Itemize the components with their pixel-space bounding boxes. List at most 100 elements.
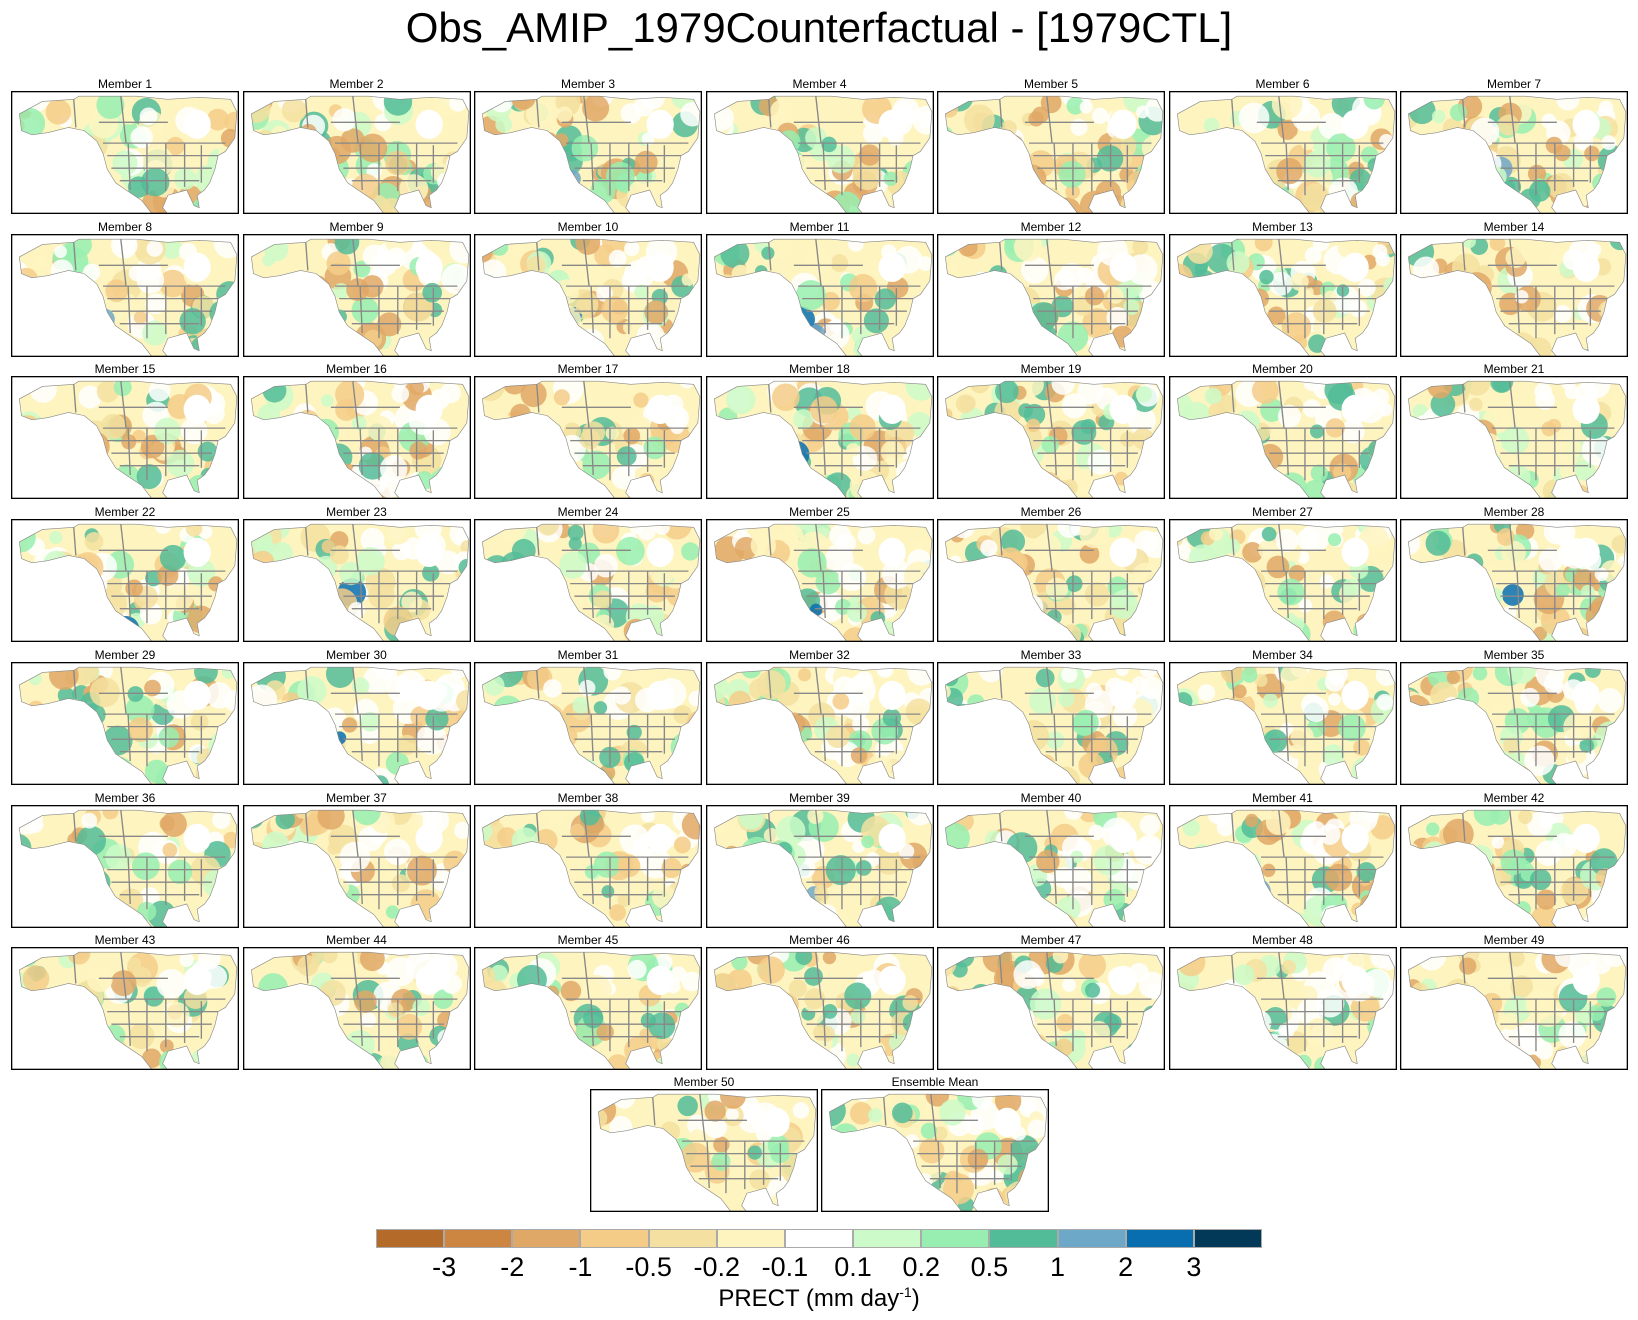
precip-anomaly-cell	[1260, 758, 1281, 779]
precip-anomaly-cell	[681, 767, 696, 782]
precip-anomaly-cell	[250, 912, 274, 928]
precip-anomaly-cell	[604, 1182, 625, 1203]
precip-anomaly-cell	[455, 615, 469, 637]
precip-anomaly-cell	[23, 569, 38, 583]
precip-anomaly-cell	[538, 1024, 564, 1049]
precip-anomaly-cell	[1224, 909, 1250, 928]
precip-anomaly-cell	[1447, 911, 1472, 928]
precip-anomaly-cell	[762, 411, 781, 430]
precip-anomaly-cell	[1201, 139, 1218, 155]
precip-anomaly-cell	[1140, 676, 1163, 699]
precip-anomaly-cell	[519, 877, 541, 899]
precip-anomaly-cell	[1100, 1046, 1116, 1061]
precip-anomaly-cell	[1245, 1010, 1271, 1036]
map-panel: Member 12	[937, 220, 1165, 357]
precip-anomaly-cell	[1556, 197, 1571, 212]
precip-anomaly-cell	[276, 467, 293, 485]
precip-anomaly-cell	[952, 445, 978, 472]
precip-anomaly-cell	[593, 590, 613, 610]
precip-anomaly-cell	[1501, 584, 1524, 606]
precip-anomaly-cell	[1216, 818, 1234, 836]
precip-anomaly-cell	[1452, 443, 1466, 457]
precip-anomaly-cell	[629, 763, 655, 785]
precip-anomaly-cell	[520, 413, 542, 435]
precip-anomaly-cell	[1227, 852, 1254, 879]
precip-anomaly-cell	[1535, 839, 1562, 866]
precip-anomaly-cell	[846, 1053, 860, 1067]
precip-anomaly-cell	[250, 759, 263, 781]
precip-anomaly-cell	[78, 385, 102, 409]
precip-anomaly-cell	[952, 729, 968, 745]
precip-anomaly-cell	[1035, 668, 1055, 688]
precip-anomaly-cell	[689, 867, 700, 883]
colorbar-tick-label: -0.1	[761, 1252, 809, 1282]
precip-anomaly-cell	[1193, 422, 1217, 447]
precip-anomaly-cell	[1019, 594, 1044, 619]
precip-anomaly-cell	[1378, 304, 1395, 334]
precip-anomaly-cell	[749, 1169, 770, 1190]
map-panel: Member 21	[1400, 362, 1628, 500]
precip-anomaly-cell	[198, 337, 215, 355]
precip-anomaly-cell	[537, 159, 556, 178]
precip-anomaly-cell	[1199, 871, 1218, 891]
colorbar-swatch	[990, 1230, 1059, 1247]
precip-anomaly-cell	[410, 888, 441, 920]
precip-anomaly-cell	[743, 896, 760, 912]
precip-anomaly-cell	[351, 296, 379, 324]
precip-anomaly-cell	[442, 850, 467, 874]
precip-anomaly-cell	[593, 850, 621, 878]
precip-anomaly-cell	[843, 982, 871, 1010]
precip-anomaly-cell	[945, 453, 952, 469]
precip-anomaly-cell	[1188, 183, 1208, 202]
precip-anomaly-cell	[1426, 821, 1440, 836]
precip-anomaly-cell	[761, 315, 779, 333]
precip-anomaly-cell	[114, 464, 140, 489]
state-borders	[304, 952, 457, 1052]
precip-anomaly-cell	[735, 317, 751, 333]
precip-anomaly-cell	[1136, 834, 1163, 860]
precip-anomaly-cell	[490, 238, 509, 256]
precip-anomaly-cell	[766, 305, 789, 327]
panel-title: Member 29	[94, 647, 156, 662]
precip-anomaly-cell	[988, 451, 1016, 479]
precip-anomaly-cell	[945, 332, 965, 353]
map-panel: Member 40	[937, 791, 1165, 928]
precip-anomaly-cell	[1189, 434, 1220, 465]
precip-anomaly-cell	[286, 758, 312, 784]
map-plot	[1168, 947, 1397, 1071]
precip-anomaly-cell	[1605, 298, 1626, 327]
precip-anomaly-cell	[488, 998, 516, 1026]
precip-anomaly-cell	[50, 719, 75, 743]
precip-anomaly-cell	[82, 451, 110, 479]
precip-anomaly-cell	[482, 326, 497, 353]
precip-anomaly-cell	[1151, 300, 1163, 316]
precip-anomaly-cell	[505, 844, 520, 859]
precip-anomaly-cell	[54, 244, 67, 258]
precip-anomaly-cell	[156, 969, 186, 999]
panel-title: Member 34	[1252, 647, 1313, 662]
precip-anomaly-cell	[849, 1102, 873, 1125]
precip-anomaly-cell	[512, 879, 540, 907]
precip-anomaly-cell	[984, 312, 1017, 344]
precip-anomaly-cell	[1139, 814, 1160, 835]
precip-anomaly-cell	[556, 106, 573, 123]
precip-anomaly-cell	[201, 194, 220, 213]
precip-anomaly-cell	[1428, 1056, 1449, 1071]
precip-anomaly-cell	[297, 852, 312, 867]
precip-anomaly-cell	[770, 1192, 791, 1212]
precip-anomaly-cell	[950, 1005, 977, 1032]
state-borders	[1462, 238, 1615, 338]
precip-anomaly-cell	[1595, 721, 1626, 752]
precip-anomaly-cell	[165, 622, 192, 643]
precip-anomaly-cell	[1191, 729, 1219, 756]
precip-anomaly-cell	[1408, 468, 1424, 500]
precip-anomaly-cell	[627, 1173, 644, 1190]
precip-anomaly-cell	[215, 747, 234, 765]
precip-anomaly-cell	[606, 1054, 630, 1071]
precip-anomaly-cell	[1484, 328, 1509, 353]
precip-anomaly-cell	[294, 142, 308, 156]
precip-anomaly-cell	[1203, 615, 1231, 643]
precip-anomaly-cell	[612, 1188, 638, 1212]
precip-anomaly-cell	[763, 827, 779, 843]
precip-anomaly-cell	[521, 586, 542, 607]
